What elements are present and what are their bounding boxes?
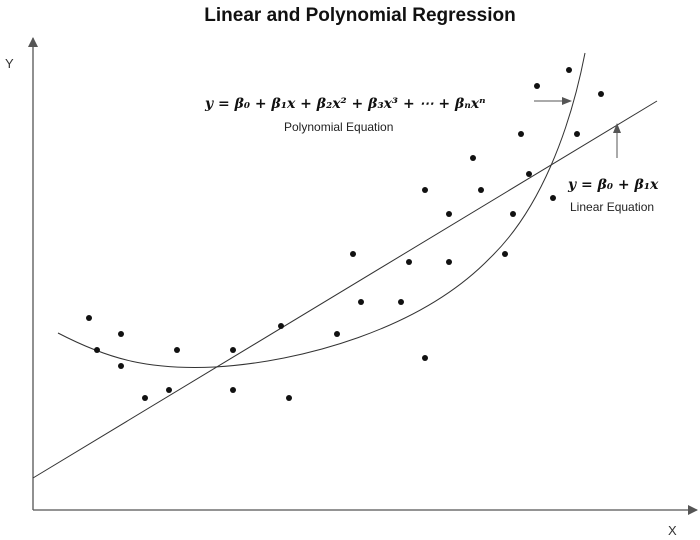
data-point — [422, 187, 428, 193]
data-point — [118, 363, 124, 369]
data-point — [142, 395, 148, 401]
data-point — [118, 331, 124, 337]
data-point — [446, 259, 452, 265]
polynomial-equation: y = β₀ + β₁x + β₂x² + β₃x³ + ⋯ + βₙxⁿ — [204, 96, 486, 112]
y-axis-label: Y — [5, 56, 14, 71]
diagram-title: Linear and Polynomial Regression — [204, 5, 515, 26]
data-point — [446, 211, 452, 217]
data-point — [406, 259, 412, 265]
data-point — [422, 355, 428, 361]
data-point — [174, 347, 180, 353]
data-point — [398, 299, 404, 305]
data-point — [534, 83, 540, 89]
data-point — [94, 347, 100, 353]
polynomial-equation-caption: Polynomial Equation — [284, 120, 393, 134]
data-point — [350, 251, 356, 257]
data-point — [286, 395, 292, 401]
data-point — [86, 315, 92, 321]
data-point — [550, 195, 556, 201]
linear-regression-line — [32, 100, 658, 479]
data-point — [358, 299, 364, 305]
data-point — [278, 323, 284, 329]
data-point — [598, 91, 604, 97]
data-point — [526, 171, 532, 177]
data-point — [470, 155, 476, 161]
data-point — [574, 131, 580, 137]
linear-equation-caption: Linear Equation — [570, 200, 654, 214]
data-points — [86, 67, 604, 401]
data-point — [230, 387, 236, 393]
data-point — [510, 211, 516, 217]
data-point — [166, 387, 172, 393]
data-point — [478, 187, 484, 193]
data-point — [502, 251, 508, 257]
data-point — [518, 131, 524, 137]
data-point — [566, 67, 572, 73]
data-point — [334, 331, 340, 337]
x-axis-label: X — [668, 523, 677, 538]
linear-equation: y = β₀ + β₁x — [567, 177, 659, 193]
polynomial-regression-curve — [57, 52, 586, 368]
data-point — [230, 347, 236, 353]
